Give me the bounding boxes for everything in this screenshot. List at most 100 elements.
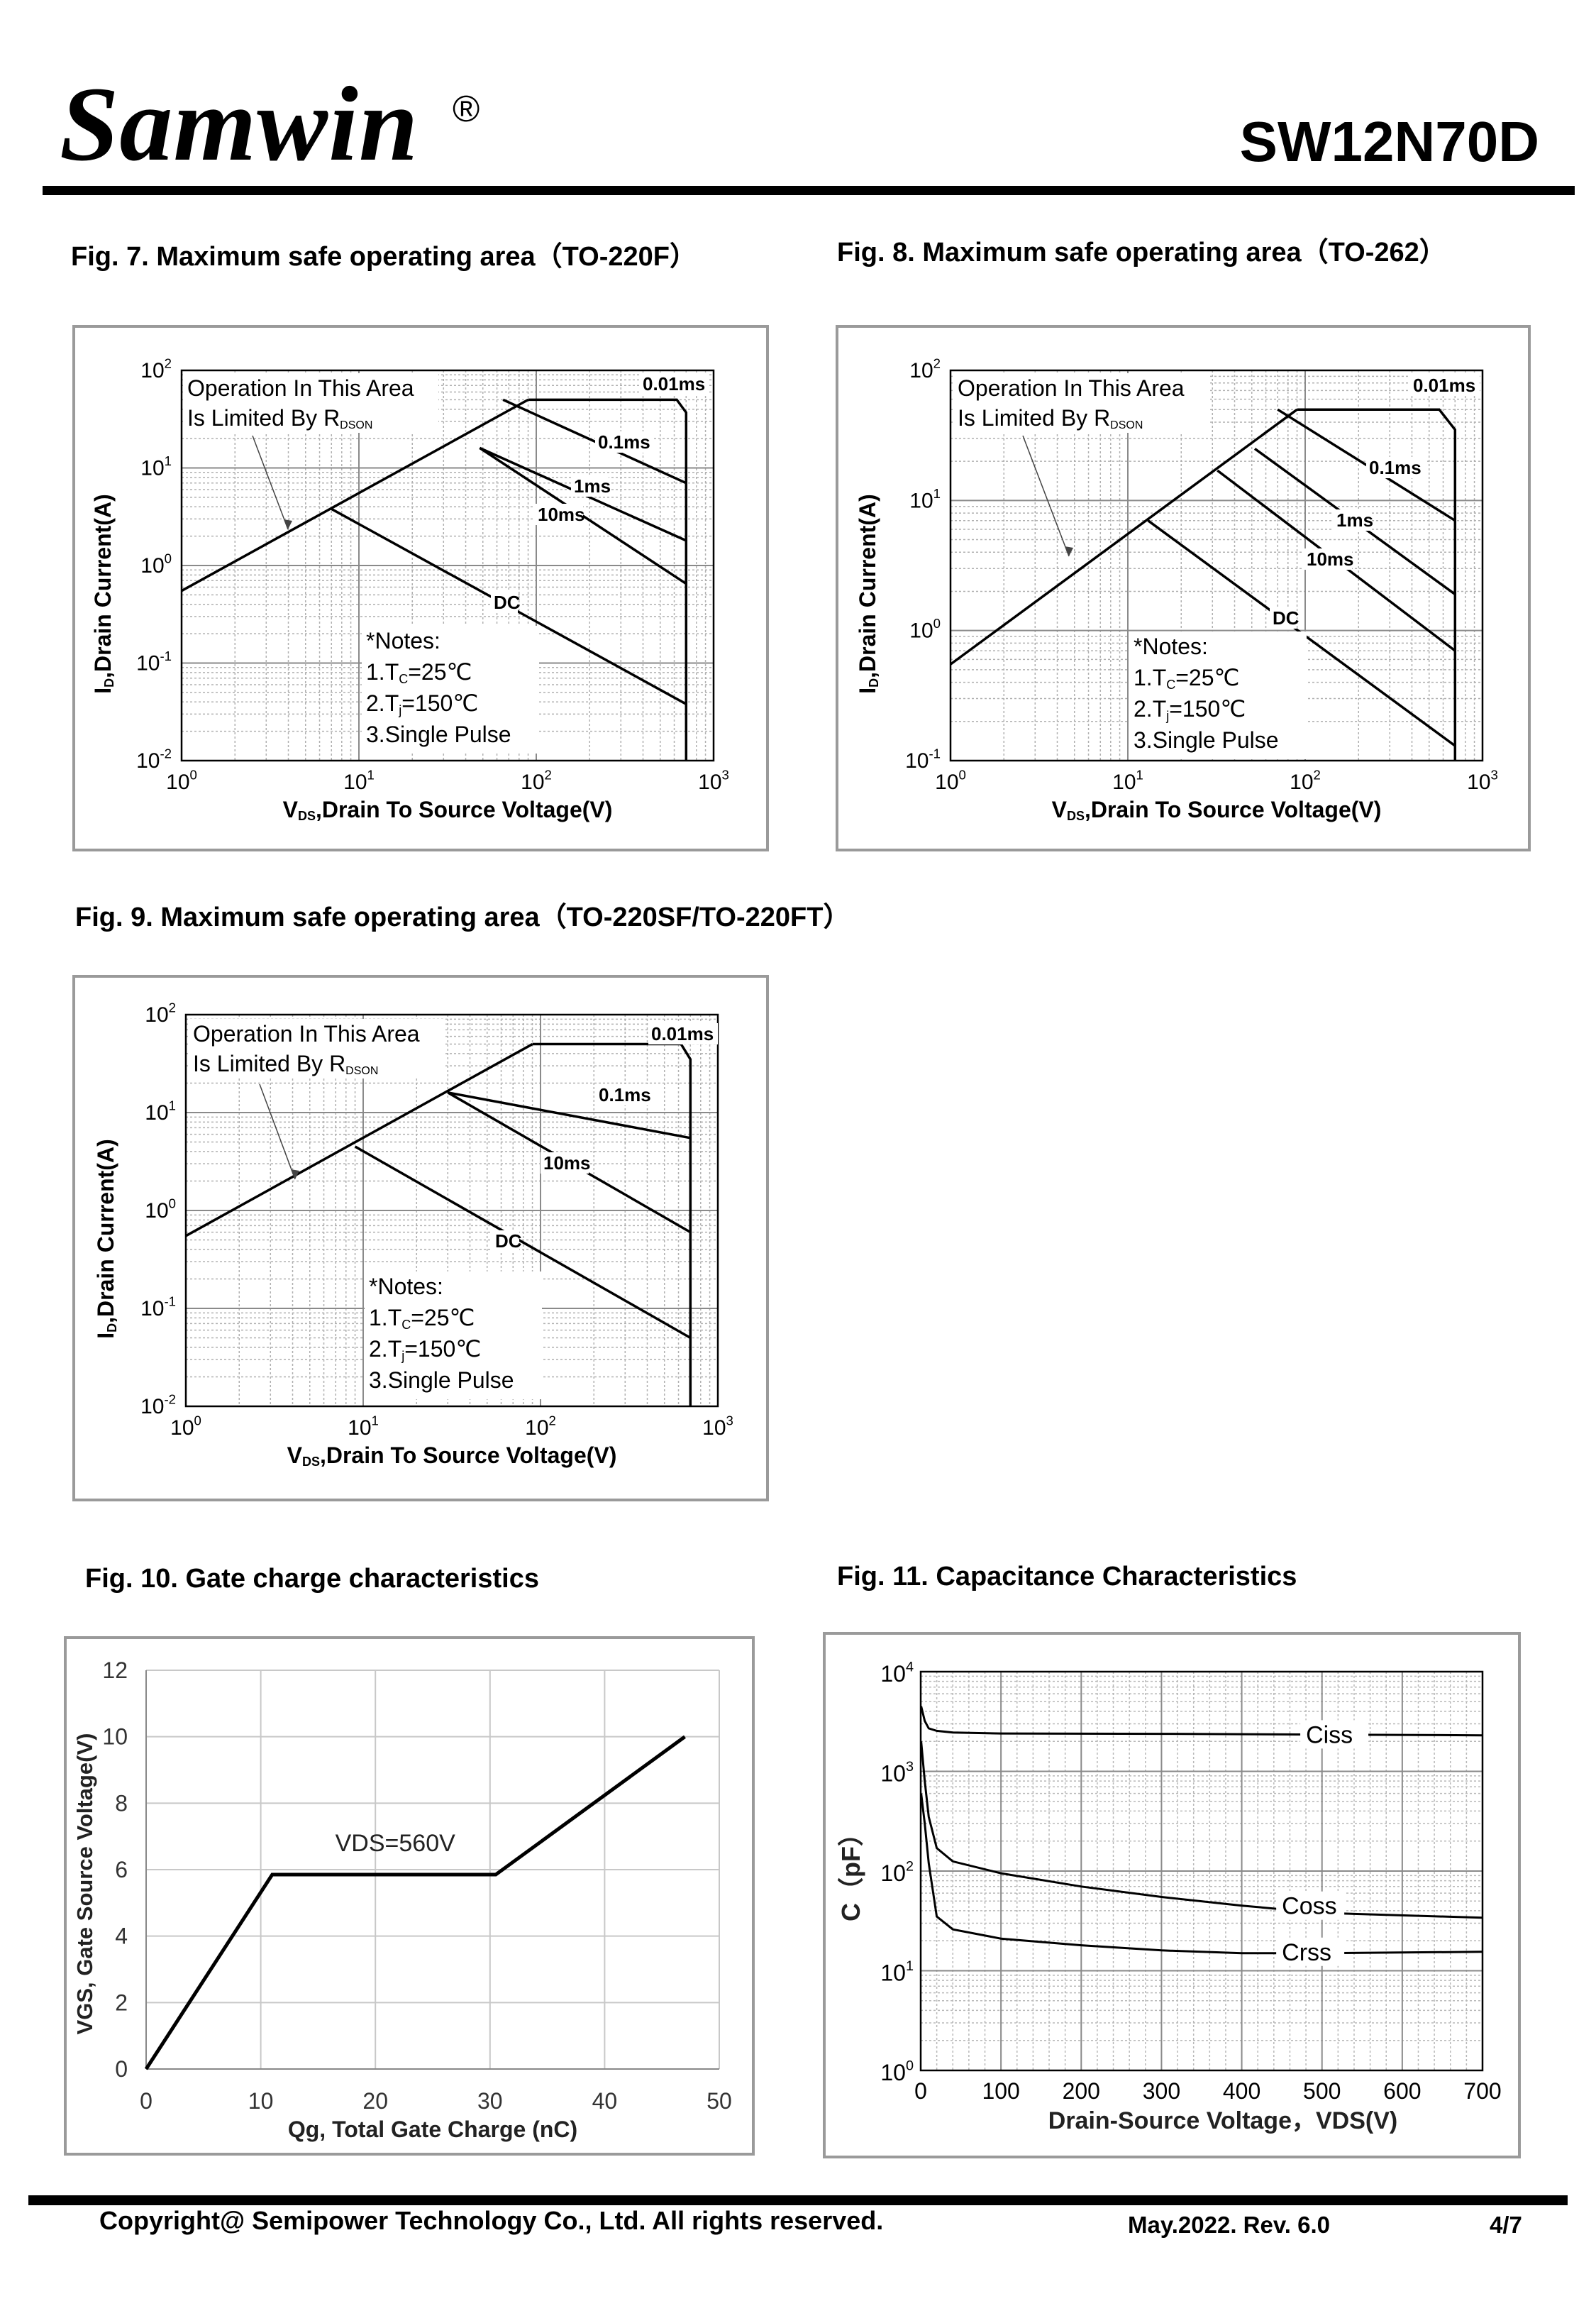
series-label: 10ms [538,504,585,525]
notes-line: 2.Tj=150℃ [369,1336,481,1363]
y-axis-label: ID,Drain Current(A) [855,494,881,693]
notes-bg [362,626,539,754]
series-label: DC [495,1230,522,1252]
fig8-chart-frame: 100 101 102 103 10-1 100 101 102 VDS,Drain To So… [836,325,1531,851]
y-tick-label: 100 [880,2058,914,2085]
y-tick-label: 10-2 [136,746,172,773]
series-line-0_1ms [447,1091,691,1140]
fig9-title: Fig. 9. Maximum safe operating area（TO-2… [75,903,850,932]
notes-line: 2.Tj=150℃ [366,690,478,717]
limit-note-line2: Is Limited By RDSON [193,1051,378,1077]
x-tick-label: 101 [348,1413,379,1440]
series-line-ciss [920,1706,1483,1737]
gate-charge-line [144,1735,686,2070]
fig10-chart-frame: 0 10 20 30 40 50 0 2 4 6 8 10 12 VDS=560V Qg, Total Ga… [64,1636,755,2156]
series-label-bg [595,431,654,453]
limit-note-arrow [259,1083,296,1180]
y-tick-label: 10-2 [140,1392,176,1419]
x-tick-label: 100 [170,1413,201,1440]
limit-note-bg [183,373,438,433]
limit-note-line2: Is Limited By RDSON [187,405,372,431]
brand-logo: Samwin [60,65,419,183]
x-axis-label: Qg, Total Gate Charge (nC) [288,2117,577,2142]
y-tick-label: 102 [145,1000,176,1027]
x-tick-label: 200 [1063,2078,1100,2104]
x-tick-label: 30 [477,2088,503,2114]
series-line-DC [354,1145,692,1340]
x-axis-label: VDS,Drain To Source Voltage(V) [283,797,613,823]
series-label: Crss [1282,1939,1331,1966]
y-tick-label: 10 [102,1724,128,1750]
y-axis-label: ID,Drain Current(A) [93,1139,119,1338]
series-label-bg [640,373,709,395]
limit-note-line1: Operation In This Area [187,375,414,401]
series-line-0_01ms [532,1042,692,1406]
notes-line: 3.Single Pulse [366,722,511,747]
limit-note-arrowhead [1065,546,1073,556]
header-rule [43,186,1575,195]
x-tick-label: 600 [1383,2078,1421,2104]
limit-note-arrow [252,435,289,530]
x-tick-label: 102 [525,1413,556,1440]
x-tick-label: 400 [1223,2078,1260,2104]
y-tick-label: 101 [145,1098,176,1125]
notes-heading: *Notes: [369,1274,443,1299]
series-label-bg [1276,1891,1345,1920]
footer-copyright: Copyright@ Semipower Technology Co., Ltd… [99,2206,884,2235]
series-label-bg [1270,607,1297,629]
y-tick-label: 100 [140,551,172,578]
x-tick-label: 0 [914,2078,927,2104]
series-label-bg [1334,509,1371,531]
notes-line: 3.Single Pulse [369,1367,514,1393]
series-label: 1ms [574,475,611,497]
notes-bg [365,1271,542,1399]
y-tick-label: 101 [140,453,172,480]
x-tick-label: 50 [706,2088,732,2114]
series-label-bg [648,1023,718,1044]
plot-area-border [180,369,715,762]
x-tick-label: 0 [140,2088,153,2114]
limit-note-bg [953,373,1209,433]
x-tick-label: 300 [1143,2078,1180,2104]
series-label-bg [1276,1937,1345,1966]
y-tick-label: 6 [115,1857,128,1882]
rdson-limit-line [185,1043,533,1237]
y-tick-label: 102 [880,1859,914,1886]
x-tick-label: 700 [1463,2078,1501,2104]
notes-line: 2.Tj=150℃ [1134,696,1246,723]
limit-note-line2: Is Limited By RDSON [958,405,1143,431]
footer-rule [28,2195,1568,2205]
y-axis-label: VGS, Gate Source Voltage(V) [72,1733,97,2035]
notes-heading: *Notes: [366,628,440,653]
series-label-bg [1304,548,1352,570]
series-label-bg [492,1230,519,1252]
x-tick-label: 10 [248,2088,274,2114]
series-label-bg [1410,375,1480,396]
y-tick-label: 8 [115,1790,128,1816]
y-tick-label: 100 [909,616,941,643]
series-label: 0.01ms [651,1023,714,1044]
x-tick-label: 500 [1303,2078,1341,2104]
series-label: 0.1ms [598,431,650,453]
x-tick-label: 103 [1467,768,1498,795]
notes-line: 1.TC=25℃ [1134,665,1239,692]
y-axis-label: C（pF） [836,1821,865,1921]
y-tick-label: 102 [909,356,941,383]
series-label-bg [596,1084,655,1105]
notes-line: 1.TC=25℃ [366,659,472,686]
rdson-limit-line [181,398,529,592]
rdson-limit-line [949,408,1298,666]
x-tick-label: 103 [702,1413,733,1440]
fig7-title: Fig. 7. Maximum safe operating area（TO-2… [71,242,697,272]
series-label: Coss [1282,1893,1336,1920]
series-label-bg [571,475,609,497]
series-label-bg [541,1152,589,1174]
series-label-bg [535,504,583,525]
notes-heading: *Notes: [1134,634,1208,659]
series-label: Ciss [1306,1721,1353,1748]
limit-note-line1: Operation In This Area [958,375,1185,401]
notes-bg [1129,631,1307,759]
fig8-title: Fig. 8. Maximum safe operating area（TO-2… [837,238,1446,267]
fig9-chart-frame: 100 101 102 103 10-2 10-1 100 101 102 VDS,Drain T… [72,975,769,1501]
